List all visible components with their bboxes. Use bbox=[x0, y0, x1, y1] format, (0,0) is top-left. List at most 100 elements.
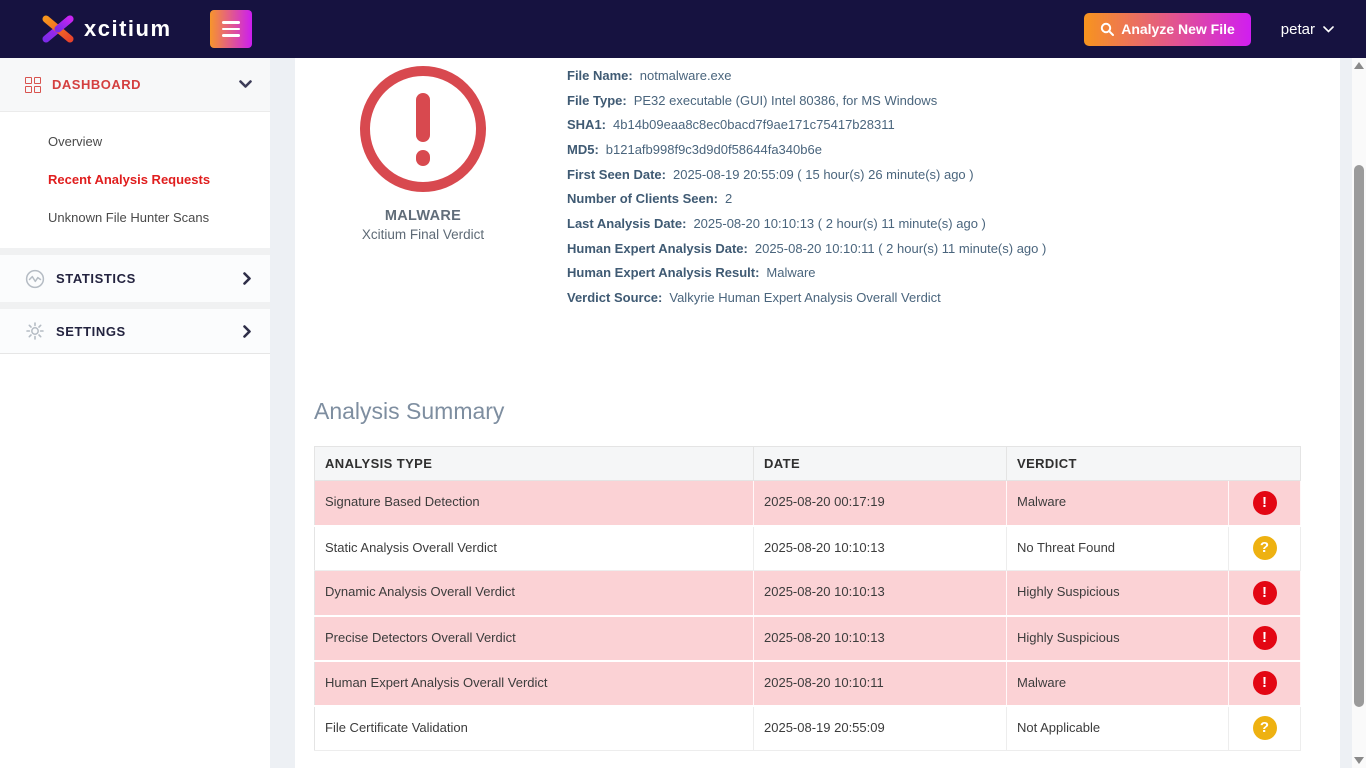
malware-alert-icon bbox=[360, 66, 486, 192]
analysis-date-cell: 2025-08-20 00:17:19 bbox=[753, 480, 1007, 527]
analysis-verdict-cell: Malware bbox=[1006, 480, 1229, 527]
sidebar-item-settings[interactable]: SETTINGS bbox=[0, 309, 270, 354]
file-detail-label: SHA1: bbox=[567, 117, 607, 133]
vertical-scrollbar[interactable] bbox=[1352, 58, 1366, 768]
sidebar: DASHBOARD Overview Recent Analysis Reque… bbox=[0, 58, 270, 768]
file-detail-value: 2025-08-20 10:10:13 ( 2 hour(s) 11 minut… bbox=[693, 215, 986, 231]
file-detail-value: b121afb998f9c3d9d0f58644fa340b6e bbox=[605, 141, 822, 157]
analysis-verdict-cell: Highly Suspicious bbox=[1006, 615, 1229, 662]
logo-text: xcitium bbox=[84, 16, 172, 41]
file-detail-label: Last Analysis Date: bbox=[567, 215, 687, 231]
file-detail-value: PE32 executable (GUI) Intel 80386, for M… bbox=[633, 92, 938, 108]
file-detail-value: 4b14b09eaa8c8ec0bacd7f9ae171c75417b28311 bbox=[613, 117, 895, 133]
file-detail-line: Last Analysis Date: 2025-08-20 10:10:13 … bbox=[567, 211, 1046, 236]
sidebar-item-dashboard[interactable]: DASHBOARD bbox=[0, 58, 270, 112]
file-detail-value: 2025-08-19 20:55:09 ( 15 hour(s) 26 minu… bbox=[672, 166, 974, 182]
file-detail-value: notmalware.exe bbox=[639, 67, 732, 83]
file-detail-line: SHA1: 4b14b09eaa8c8ec0bacd7f9ae171c75417… bbox=[567, 112, 1046, 137]
danger-exclamation-icon: ! bbox=[1252, 626, 1277, 650]
analysis-verdict-cell: Not Applicable bbox=[1006, 705, 1229, 751]
verdict-status-cell: ? bbox=[1228, 705, 1302, 751]
file-details-list: File Name: notmalware.exe File Type: PE3… bbox=[567, 63, 1046, 310]
chevron-down-icon bbox=[1323, 25, 1334, 33]
analysis-type-cell: File Certificate Validation bbox=[314, 705, 754, 751]
file-detail-value: 2025-08-20 10:10:11 ( 2 hour(s) 11 minut… bbox=[754, 240, 1047, 256]
sidebar-statistics-label: STATISTICS bbox=[56, 271, 136, 286]
analyze-new-file-button[interactable]: Analyze New File bbox=[1084, 12, 1251, 46]
verdict-status-cell: ! bbox=[1228, 480, 1302, 527]
question-mark-icon: ? bbox=[1252, 716, 1277, 741]
sidebar-item-statistics[interactable]: STATISTICS bbox=[0, 255, 270, 302]
analysis-summary-table: ANALYSIS TYPE DATE VERDICT Signature Bas… bbox=[314, 446, 1302, 751]
file-detail-label: Human Expert Analysis Result: bbox=[567, 265, 760, 281]
analysis-verdict-cell: Malware bbox=[1006, 660, 1229, 707]
analysis-summary-title: Analysis Summary bbox=[314, 398, 505, 424]
file-detail-line: First Seen Date: 2025-08-19 20:55:09 ( 1… bbox=[567, 162, 1046, 187]
statistics-icon bbox=[25, 269, 45, 288]
analysis-summary-row: Static Analysis Overall Verdict 2025-08-… bbox=[314, 525, 1302, 571]
hamburger-icon bbox=[221, 21, 240, 24]
question-mark-icon: ? bbox=[1252, 536, 1277, 561]
search-icon bbox=[1101, 22, 1115, 36]
file-detail-label: Number of Clients Seen: bbox=[567, 191, 718, 207]
file-detail-line: Number of Clients Seen: 2 bbox=[567, 186, 1046, 211]
file-detail-label: MD5: bbox=[567, 141, 599, 157]
file-detail-line: Human Expert Analysis Date: 2025-08-20 1… bbox=[567, 236, 1046, 261]
analysis-verdict-cell: No Threat Found bbox=[1006, 525, 1229, 571]
analysis-summary-row: Precise Detectors Overall Verdict 2025-0… bbox=[314, 615, 1302, 662]
verdict-status-cell: ? bbox=[1228, 525, 1302, 571]
final-verdict-caption: Xcitium Final Verdict bbox=[361, 227, 485, 242]
scrollbar-thumb[interactable] bbox=[1354, 165, 1364, 707]
file-detail-value: Valkyrie Human Expert Analysis Overall V… bbox=[669, 290, 941, 306]
analysis-summary-row: File Certificate Validation 2025-08-19 2… bbox=[314, 705, 1302, 751]
analysis-date-cell: 2025-08-20 10:10:11 bbox=[753, 660, 1007, 707]
danger-exclamation-icon: ! bbox=[1252, 580, 1277, 605]
analysis-date-cell: 2025-08-20 10:10:13 bbox=[753, 525, 1007, 571]
column-header-verdict: VERDICT bbox=[1005, 446, 1302, 481]
scroll-down-button[interactable] bbox=[1354, 757, 1364, 764]
column-header-analysis-type: ANALYSIS TYPE bbox=[314, 446, 754, 481]
file-detail-line: File Name: notmalware.exe bbox=[567, 63, 1046, 88]
file-detail-line: Verdict Source: Valkyrie Human Expert An… bbox=[567, 285, 1046, 310]
analysis-date-cell: 2025-08-19 20:55:09 bbox=[753, 705, 1007, 751]
table-header-row: ANALYSIS TYPE DATE VERDICT bbox=[314, 446, 1302, 481]
settings-gear-icon bbox=[26, 322, 44, 340]
hamburger-menu-button[interactable] bbox=[209, 10, 252, 48]
sidebar-settings-label: SETTINGS bbox=[56, 323, 126, 339]
column-header-date: DATE bbox=[753, 446, 1007, 481]
chevron-right-icon bbox=[243, 324, 251, 338]
xcitium-logo[interactable]: xcitium bbox=[40, 14, 172, 44]
verdict-status-cell: ! bbox=[1228, 615, 1302, 662]
sidebar-item-recent-analysis-requests[interactable]: Recent Analysis Requests bbox=[48, 171, 211, 187]
file-detail-label: File Type: bbox=[567, 92, 627, 108]
file-detail-value: 2 bbox=[724, 191, 733, 207]
file-detail-label: First Seen Date: bbox=[567, 166, 666, 182]
sidebar-divider bbox=[0, 248, 270, 255]
analysis-verdict-cell: Highly Suspicious bbox=[1006, 570, 1229, 617]
file-detail-value: Malware bbox=[766, 265, 816, 281]
analysis-type-cell: Static Analysis Overall Verdict bbox=[314, 525, 754, 571]
scroll-up-button[interactable] bbox=[1354, 62, 1364, 69]
verdict-status-cell: ! bbox=[1228, 660, 1302, 707]
file-detail-label: Human Expert Analysis Date: bbox=[567, 240, 748, 256]
analysis-summary-row: Dynamic Analysis Overall Verdict 2025-08… bbox=[314, 570, 1302, 617]
verdict-status-cell: ! bbox=[1228, 570, 1302, 617]
danger-exclamation-icon: ! bbox=[1252, 490, 1277, 515]
analysis-type-cell: Signature Based Detection bbox=[314, 480, 754, 527]
sidebar-dashboard-label: DASHBOARD bbox=[52, 77, 141, 92]
analysis-summary-row: Signature Based Detection 2025-08-20 00:… bbox=[314, 480, 1302, 527]
analyze-button-label: Analyze New File bbox=[1121, 21, 1235, 37]
analysis-type-cell: Dynamic Analysis Overall Verdict bbox=[314, 570, 754, 617]
sidebar-item-unknown-file-hunter-scans[interactable]: Unknown File Hunter Scans bbox=[48, 209, 210, 225]
main-content: MALWARE Xcitium Final Verdict File Name:… bbox=[270, 58, 1352, 768]
sidebar-item-overview[interactable]: Overview bbox=[48, 133, 103, 149]
analysis-date-cell: 2025-08-20 10:10:13 bbox=[753, 615, 1007, 662]
user-menu[interactable]: petar bbox=[1281, 21, 1334, 38]
chevron-down-icon bbox=[239, 80, 252, 88]
final-verdict-block: MALWARE Xcitium Final Verdict bbox=[343, 64, 503, 242]
file-detail-label: File Name: bbox=[567, 67, 633, 83]
dashboard-submenu: Overview Recent Analysis Requests Unknow… bbox=[0, 112, 270, 248]
analysis-type-cell: Precise Detectors Overall Verdict bbox=[314, 615, 754, 662]
file-detail-line: MD5: b121afb998f9c3d9d0f58644fa340b6e bbox=[567, 137, 1046, 162]
